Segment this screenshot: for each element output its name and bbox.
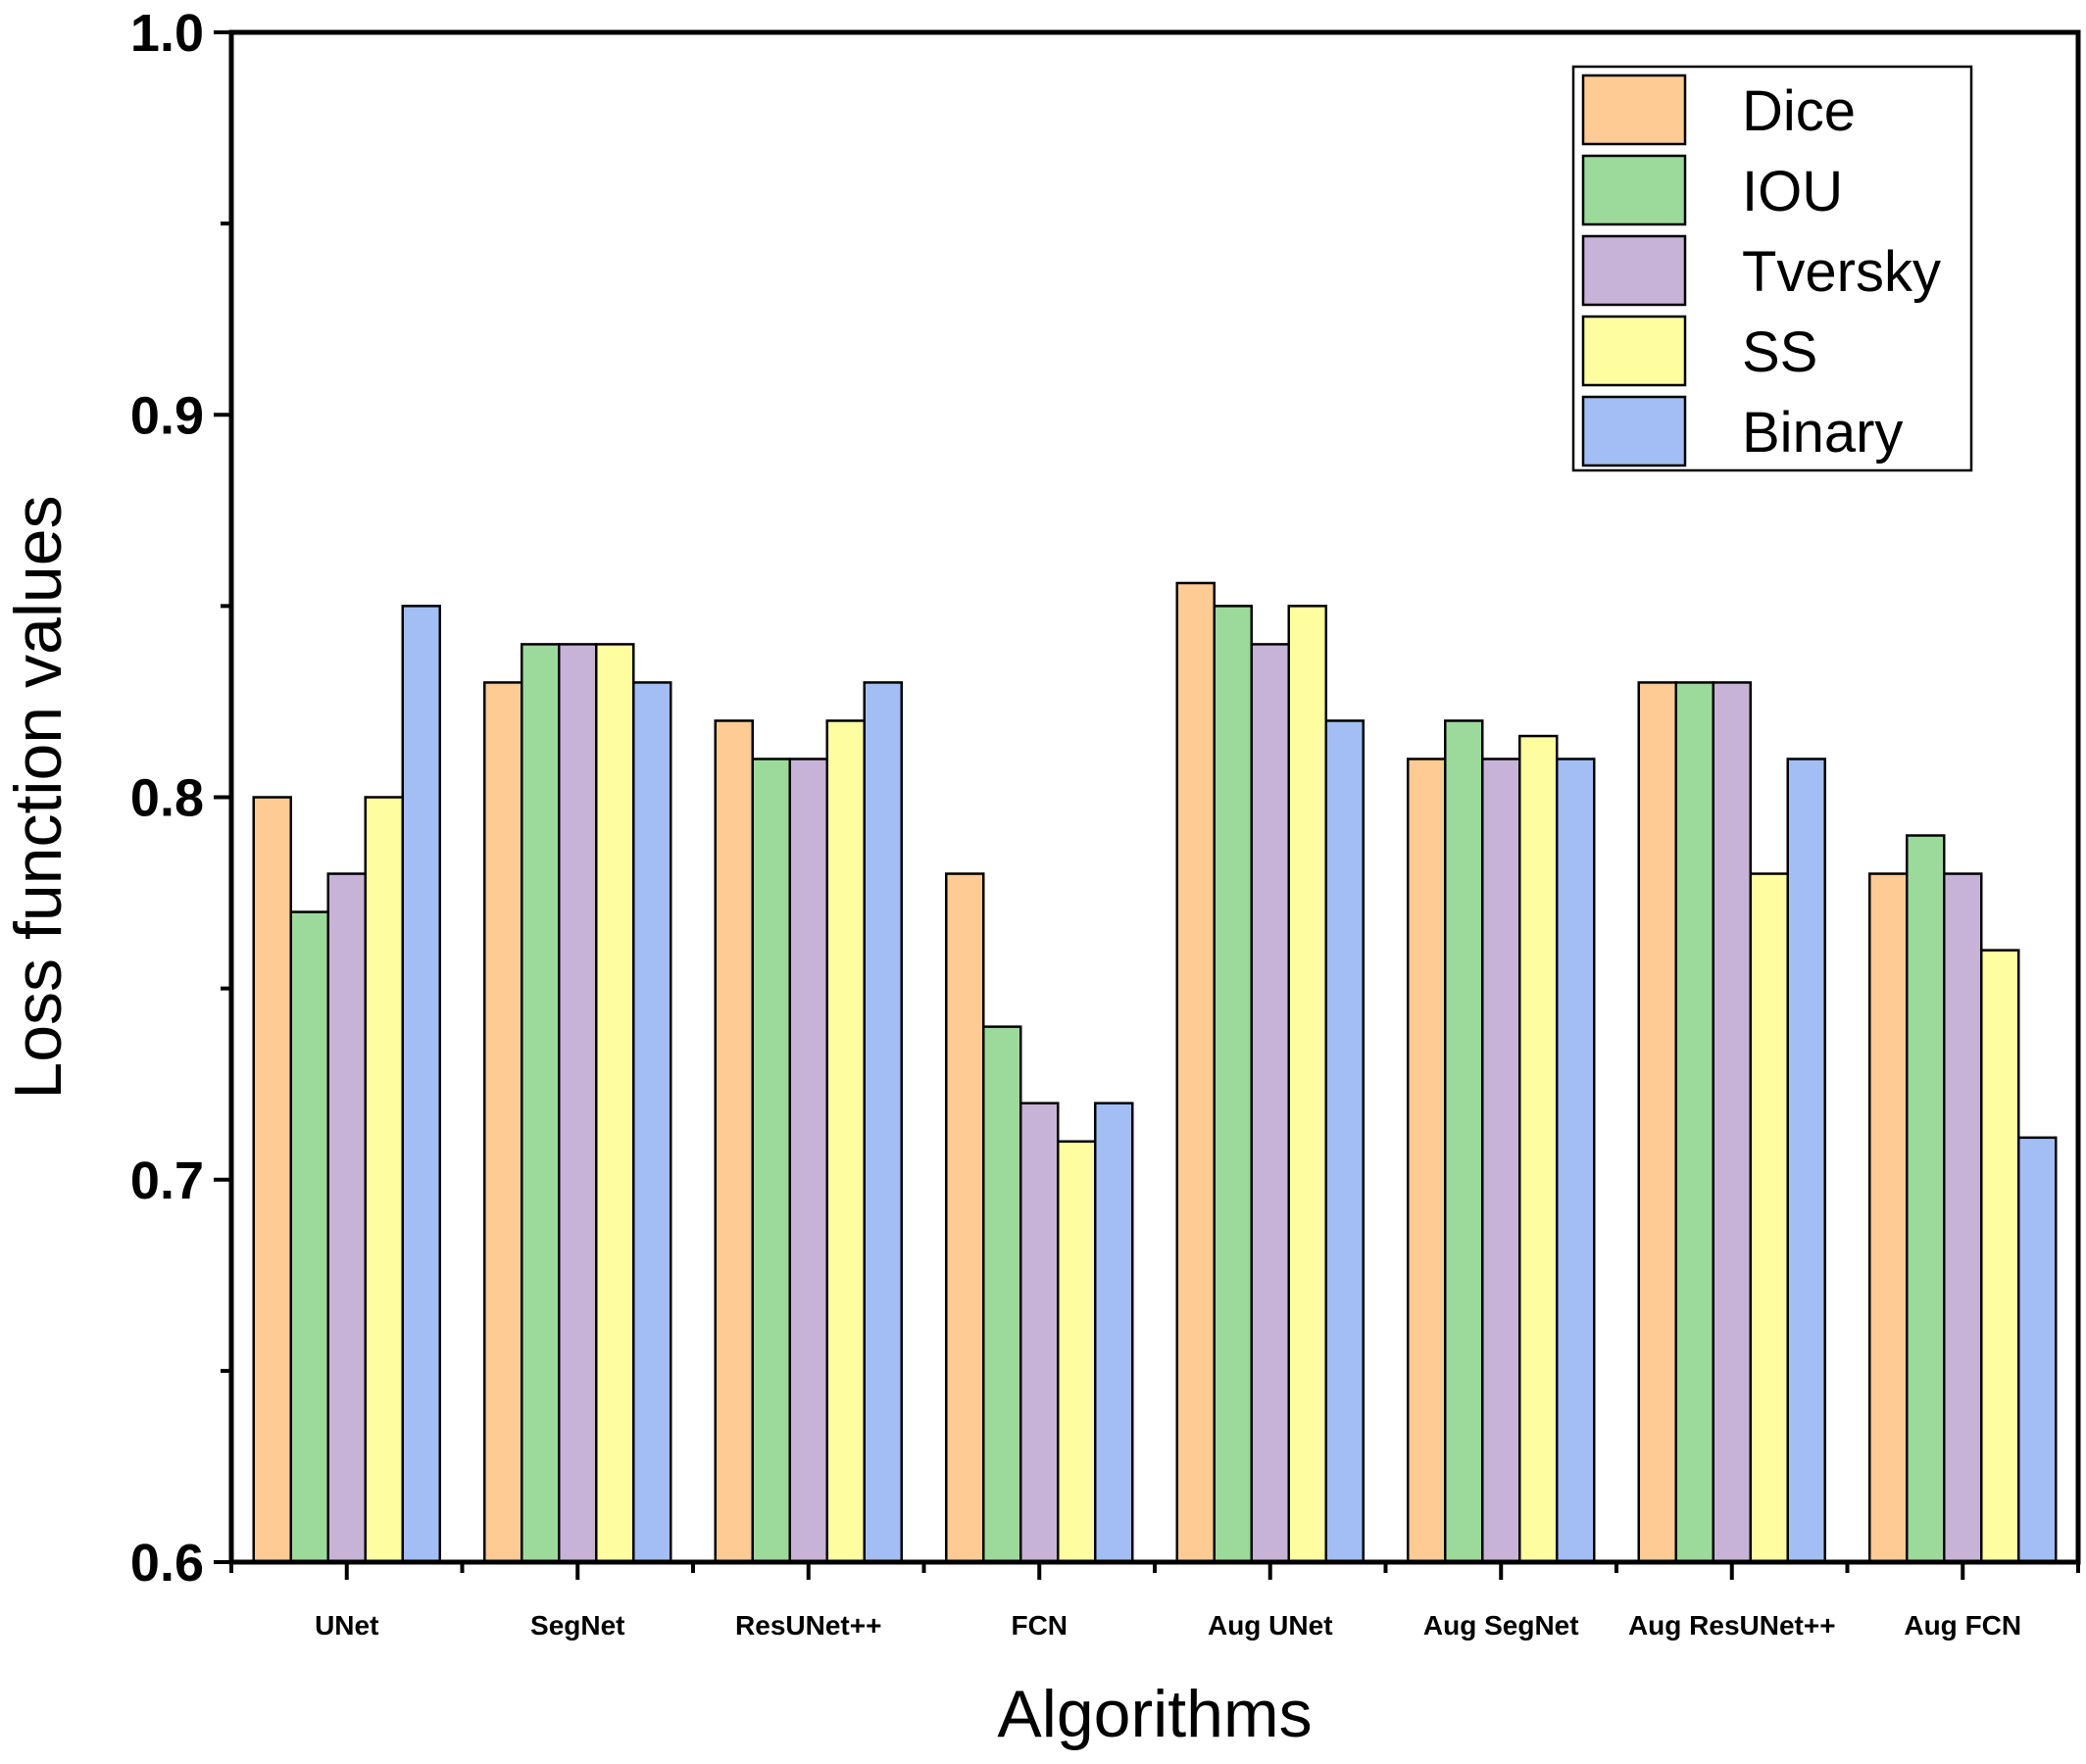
bar-ss-segnet: [595, 643, 635, 1564]
bar-binary-aug-fcn: [2017, 1136, 2058, 1564]
y-tick-label: 0.8: [130, 769, 204, 828]
legend: Dice IOU Tversky SS Binary: [1571, 65, 1973, 472]
bar-tversky-resunet-: [788, 758, 828, 1564]
legend-swatch-tversky: [1581, 234, 1687, 307]
x-tick-label: Aug UNet: [1208, 1610, 1333, 1641]
bar-binary-aug-unet: [1324, 719, 1365, 1564]
bar-dice-segnet: [483, 681, 523, 1564]
bar-dice-aug-fcn: [1868, 872, 1909, 1564]
y-tick-label: 0.9: [130, 386, 204, 445]
bar-tversky-aug-segnet: [1481, 758, 1521, 1564]
bar-dice-unet: [252, 796, 292, 1564]
bar-binary-resunet-: [863, 681, 903, 1564]
bar-ss-aug-resunet-: [1749, 872, 1789, 1564]
legend-swatch-ss: [1581, 315, 1687, 387]
bar-iou-aug-unet: [1213, 605, 1253, 1564]
bar-ss-resunet-: [825, 719, 866, 1564]
bar-tversky-unet: [326, 872, 367, 1564]
bar-tversky-fcn: [1019, 1102, 1060, 1564]
bar-iou-aug-fcn: [1906, 834, 1946, 1564]
legend-label-dice: Dice: [1742, 79, 1856, 143]
legend-swatch-iou: [1581, 154, 1687, 226]
bar-dice-resunet-: [714, 719, 754, 1564]
y-ticks-group: 0.6 0.7 0.8 0.9 1.0: [130, 4, 231, 1592]
bar-iou-aug-segnet: [1444, 719, 1484, 1564]
legend-label-ss: SS: [1742, 320, 1817, 384]
bar-iou-resunet-: [751, 758, 791, 1564]
bar-binary-aug-segnet: [1556, 758, 1596, 1564]
x-tick-label: UNet: [315, 1610, 378, 1641]
y-axis-title: Loss function values: [1, 495, 75, 1099]
x-tick-label: Aug ResUNet++: [1628, 1610, 1836, 1641]
bar-tversky-segnet: [558, 643, 598, 1564]
bar-tversky-aug-resunet-: [1712, 681, 1752, 1564]
bar-iou-fcn: [982, 1025, 1022, 1564]
bar-dice-aug-segnet: [1407, 758, 1447, 1564]
bar-ss-unet: [364, 796, 404, 1564]
bar-ss-aug-unet: [1287, 605, 1327, 1564]
legend-label-binary: Binary: [1742, 401, 1903, 465]
bar-iou-unet: [289, 910, 329, 1564]
bar-binary-segnet: [632, 681, 672, 1564]
bar-ss-fcn: [1057, 1140, 1097, 1564]
bar-ss-aug-fcn: [1980, 949, 2020, 1564]
y-tick-label: 1.0: [130, 4, 204, 63]
bar-iou-segnet: [521, 643, 561, 1564]
legend-swatch-dice: [1581, 74, 1687, 146]
x-tick-label: Aug SegNet: [1423, 1610, 1579, 1641]
bar-binary-fcn: [1094, 1102, 1134, 1564]
bar-ss-aug-segnet: [1518, 734, 1559, 1564]
x-ticks-group: UNet SegNet ResUNet++ FCN Aug UNet Aug SegNet…: [229, 1562, 2080, 1641]
y-tick-label: 0.7: [130, 1152, 204, 1210]
x-tick-label: ResUNet++: [735, 1610, 881, 1641]
bar-binary-unet: [401, 605, 441, 1564]
bar-iou-aug-resunet-: [1674, 681, 1714, 1564]
x-axis-title: Algorithms: [997, 1677, 1312, 1751]
bar-dice-aug-unet: [1175, 581, 1216, 1564]
legend-label-iou: IOU: [1742, 160, 1843, 223]
x-tick-label: Aug FCN: [1904, 1610, 2021, 1641]
legend-label-tversky: Tversky: [1742, 240, 1941, 304]
legend-swatch-binary: [1581, 395, 1687, 467]
bar-tversky-aug-fcn: [1943, 872, 1983, 1564]
x-tick-label: SegNet: [530, 1610, 624, 1641]
bar-binary-aug-resunet-: [1786, 758, 1826, 1564]
bar-dice-aug-resunet-: [1637, 681, 1677, 1564]
y-tick-label: 0.6: [130, 1534, 204, 1592]
bar-tversky-aug-unet: [1250, 643, 1290, 1564]
bars-group: [252, 581, 2058, 1564]
x-tick-label: FCN: [1011, 1610, 1068, 1641]
bar-dice-fcn: [945, 872, 985, 1564]
